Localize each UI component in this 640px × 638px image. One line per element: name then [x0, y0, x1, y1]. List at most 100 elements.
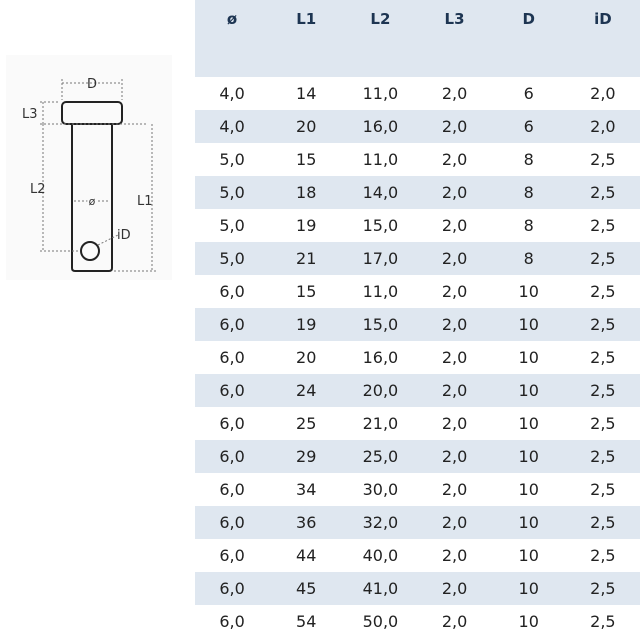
dimension-lines — [40, 79, 156, 272]
column-header: L2 — [343, 0, 418, 77]
table-cell: 54 — [296, 612, 317, 631]
table-cell: 2,0 — [441, 282, 468, 301]
label-id: iD — [117, 228, 131, 243]
table-row: 4,0 14 11,0 2,0 6 2,0 — [195, 77, 640, 110]
table-cell: 2,0 — [441, 414, 468, 433]
table-cell: 44 — [296, 546, 317, 565]
table-cell: 2,0 — [441, 216, 468, 235]
table-row: 5,0 21 17,0 2,0 8 2,5 — [195, 242, 640, 275]
table-row: 6,0 34 30,0 2,0 10 2,5 — [195, 473, 640, 506]
table-cell: 21,0 — [362, 414, 399, 433]
table-cell: 2,0 — [417, 110, 492, 143]
clevis-pin-drawing: D L3 L2 L1 ø iD — [6, 55, 172, 280]
table-cell: 2,5 — [590, 216, 616, 235]
table-row: 6,0 20 16,0 2,0 10 2,5 — [195, 341, 640, 374]
table-cell: 10 — [491, 308, 566, 341]
table-cell: 41,0 — [343, 572, 418, 605]
table-cell: 11,0 — [362, 84, 399, 103]
table-cell: 8 — [491, 176, 566, 209]
table-cell: 6,0 — [219, 546, 245, 565]
table-cell: 15 — [296, 282, 317, 301]
table-cell: 25 — [296, 414, 317, 433]
table-cell: 6,0 — [219, 612, 245, 631]
table-cell: 2,0 — [417, 440, 492, 473]
table-cell: 18 — [269, 176, 344, 209]
table-cell: 6,0 — [219, 282, 245, 301]
table-cell: 6,0 — [195, 506, 270, 539]
table-row: 6,0 54 50,0 2,0 10 2,5 — [195, 605, 640, 638]
table-row: 6,0 24 20,0 2,0 10 2,5 — [195, 374, 640, 407]
table-cell: 2,0 — [441, 84, 468, 103]
table-cell: 6,0 — [195, 374, 270, 407]
table-row: 5,0 15 11,0 2,0 8 2,5 — [195, 143, 640, 176]
table-cell: 2,5 — [565, 176, 640, 209]
column-header: L3 — [417, 0, 492, 77]
table-cell: 10 — [518, 414, 539, 433]
table-cell: 2,5 — [565, 506, 640, 539]
table-cell: 2,0 — [417, 176, 492, 209]
table-cell: 24 — [269, 374, 344, 407]
table-cell: 5,0 — [195, 242, 270, 275]
table-cell: 10 — [518, 282, 539, 301]
table-cell: 14,0 — [343, 176, 418, 209]
table-cell: 2,0 — [441, 348, 468, 367]
table-cell: 50,0 — [362, 612, 399, 631]
table-cell: 6,0 — [195, 440, 270, 473]
table-cell: 14 — [296, 84, 317, 103]
table-cell: 2,5 — [590, 546, 616, 565]
table-cell: 15,0 — [343, 308, 418, 341]
table-cell: 36 — [269, 506, 344, 539]
table-row: 6,0 45 41,0 2,0 10 2,5 — [195, 572, 640, 605]
table-cell: 2,5 — [590, 150, 616, 169]
table-cell: 16,0 — [343, 110, 418, 143]
table-cell: 2,0 — [417, 572, 492, 605]
table-cell: 10 — [491, 506, 566, 539]
table-cell: 10 — [491, 374, 566, 407]
column-header: L1 — [269, 0, 344, 77]
table-cell: 6,0 — [219, 348, 245, 367]
table-cell: 16,0 — [362, 348, 399, 367]
table-cell: 19 — [269, 308, 344, 341]
table-row: 6,0 19 15,0 2,0 10 2,5 — [195, 308, 640, 341]
table-cell: 2,5 — [565, 440, 640, 473]
table-cell: 6,0 — [195, 572, 270, 605]
table-cell: 17,0 — [343, 242, 418, 275]
column-header: iD — [565, 0, 640, 77]
table-cell: 4,0 — [195, 110, 270, 143]
table-cell: 2,0 — [441, 150, 468, 169]
table-cell: 34 — [296, 480, 317, 499]
table-cell: 20 — [269, 110, 344, 143]
table-cell: 2,5 — [565, 572, 640, 605]
table-cell: 5,0 — [219, 150, 245, 169]
table-cell: 29 — [269, 440, 344, 473]
table-cell: 2,5 — [590, 480, 616, 499]
table-cell: 6,0 — [195, 308, 270, 341]
table-cell: 15 — [296, 150, 317, 169]
table-cell: 2,5 — [590, 348, 616, 367]
table-cell: 6 — [491, 110, 566, 143]
table-cell: 4,0 — [219, 84, 245, 103]
pin-outline — [61, 101, 123, 272]
table-cell: 2,0 — [441, 612, 468, 631]
table-cell: 10 — [518, 546, 539, 565]
table-row: 6,0 29 25,0 2,0 10 2,5 — [195, 440, 640, 473]
table-row: 5,0 19 15,0 2,0 8 2,5 — [195, 209, 640, 242]
table-cell: 8 — [491, 242, 566, 275]
table-cell: 10 — [491, 572, 566, 605]
table-cell: 5,0 — [195, 176, 270, 209]
label-l3: L3 — [22, 107, 38, 122]
table-row: 6,0 15 11,0 2,0 10 2,5 — [195, 275, 640, 308]
table-cell: 15,0 — [362, 216, 399, 235]
table-cell: 2,5 — [565, 308, 640, 341]
table-row: 6,0 44 40,0 2,0 10 2,5 — [195, 539, 640, 572]
column-header: D — [491, 0, 566, 77]
table-cell: 2,5 — [590, 282, 616, 301]
table-cell: 10 — [518, 612, 539, 631]
table-cell: 2,0 — [441, 546, 468, 565]
table-cell: 21 — [269, 242, 344, 275]
table-cell: 10 — [491, 440, 566, 473]
label-l2: L2 — [30, 182, 46, 197]
table-cell: 2,0 — [417, 506, 492, 539]
